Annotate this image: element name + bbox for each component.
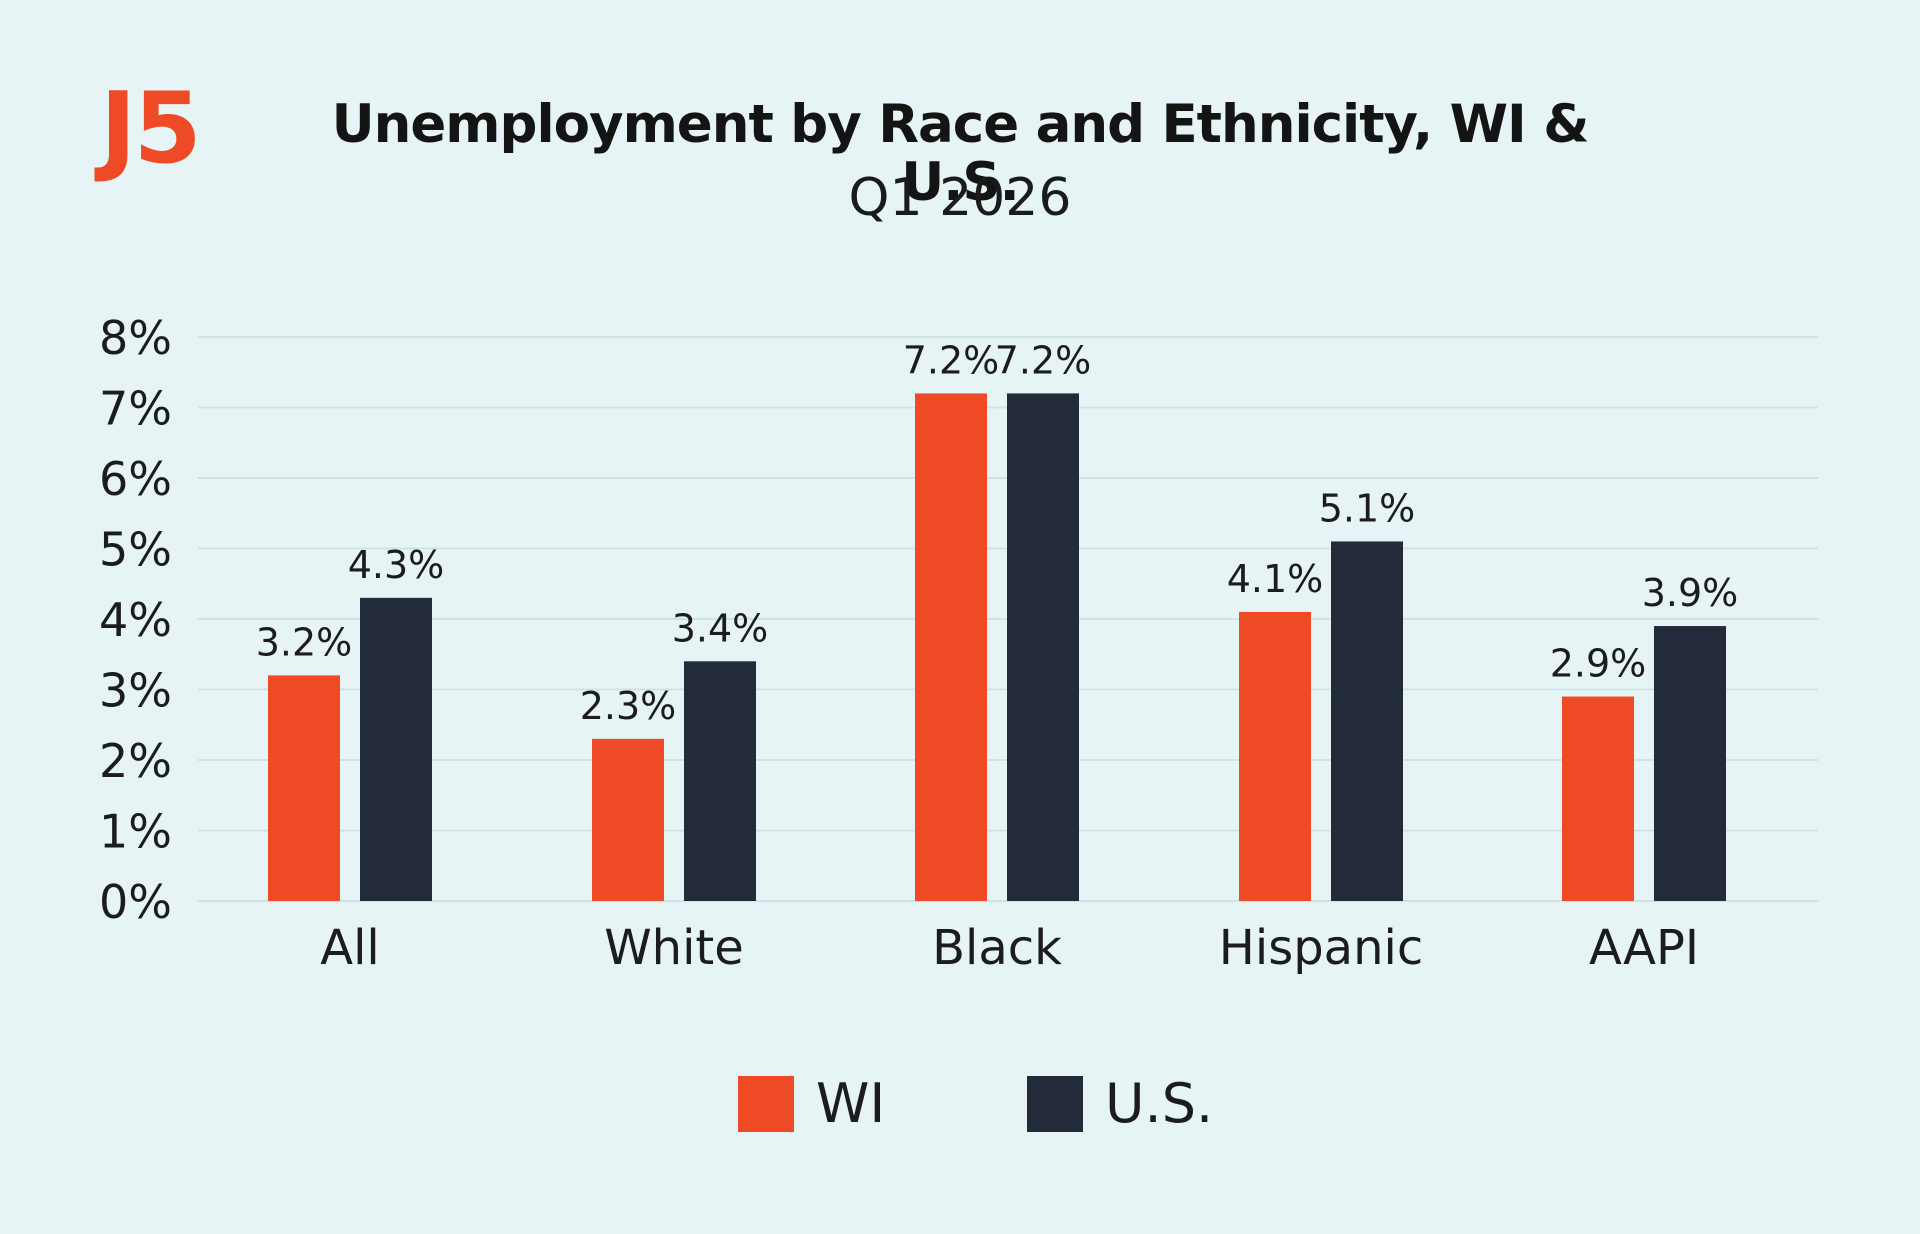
bar-us-white [684, 661, 756, 901]
data-label: 7.2% [995, 338, 1092, 382]
x-tick-label: Hispanic [1219, 920, 1423, 976]
data-label: 3.2% [256, 620, 353, 664]
y-tick-label: 0% [99, 875, 172, 929]
data-label: 2.3% [580, 684, 677, 728]
bar-wi-aapi [1562, 696, 1634, 901]
data-label: 5.1% [1319, 486, 1416, 530]
data-label: 4.3% [348, 543, 445, 587]
bar-wi-white [592, 738, 664, 901]
chart-subtitle: Q1 2026 [848, 168, 1072, 228]
legend-label-wi: WI [816, 1072, 886, 1135]
data-label: 7.2% [903, 338, 1000, 382]
data-label: 4.1% [1227, 557, 1324, 601]
y-tick-label: 3% [99, 664, 172, 718]
legend: WI U.S. [0, 1072, 1920, 1136]
chart-badge: J5 [100, 72, 202, 186]
x-tick-label: AAPI [1589, 920, 1699, 976]
bar-wi-hispanic [1239, 611, 1311, 901]
x-tick-label: Black [932, 920, 1062, 976]
bar-us-all [360, 597, 432, 901]
legend-swatch-wi [738, 1076, 794, 1132]
bar-us-black [1007, 393, 1079, 901]
bar-us-hispanic [1331, 541, 1403, 901]
chart-title: Unemployment by Race and Ethnicity, WI &… [331, 94, 1590, 214]
bar-wi-black [915, 393, 987, 901]
x-tick-label: White [604, 920, 744, 976]
legend-swatch-us [1027, 1076, 1083, 1132]
data-label: 3.9% [1642, 571, 1739, 615]
y-tick-label: 8% [99, 311, 172, 365]
y-tick-label: 7% [99, 382, 172, 436]
y-tick-label: 6% [99, 452, 172, 506]
x-tick-label: All [320, 920, 380, 976]
y-tick-label: 4% [99, 593, 172, 647]
bar-wi-all [268, 675, 340, 901]
data-label: 2.9% [1550, 642, 1647, 686]
legend-label-us: U.S. [1105, 1072, 1214, 1135]
bar-us-aapi [1654, 626, 1726, 901]
y-tick-label: 2% [99, 734, 172, 788]
y-tick-label: 5% [99, 523, 172, 577]
y-tick-label: 1% [99, 805, 172, 859]
data-label: 3.4% [672, 606, 769, 650]
